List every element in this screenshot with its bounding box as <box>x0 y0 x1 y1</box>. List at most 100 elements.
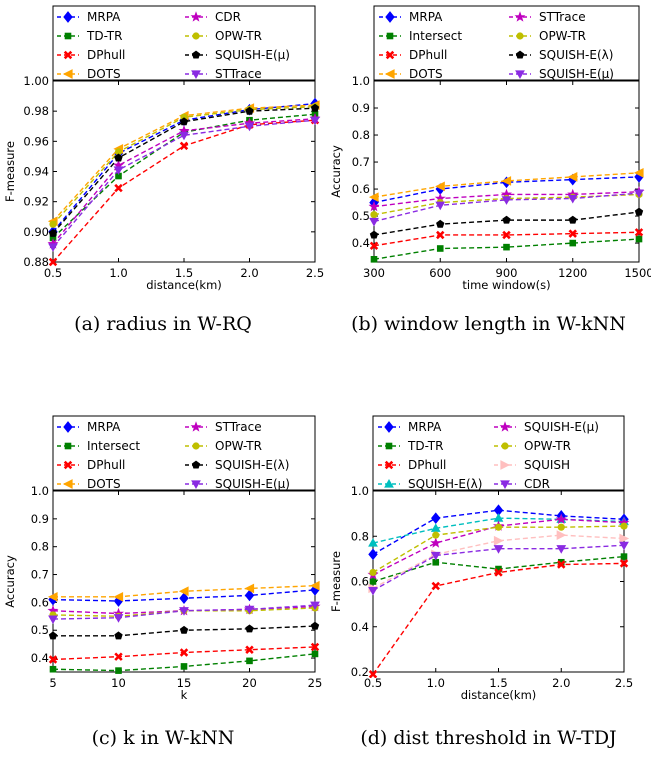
y-tick-label: 0.6 <box>352 182 370 196</box>
legend-label: SQUISH-E(μ) <box>539 67 614 81</box>
data-point-sttrace <box>113 166 124 176</box>
y-tick-label: 1.0 <box>351 484 369 498</box>
x-tick-label: 900 <box>496 266 518 280</box>
data-point-squish-e <box>113 614 124 623</box>
series-line-dphull <box>52 119 316 263</box>
legend-marker <box>514 11 526 22</box>
legend-marker <box>385 50 395 60</box>
y-tick-label: 0.4 <box>31 651 49 665</box>
legend-label: MRPA <box>87 420 121 434</box>
data-point-sttrace <box>179 131 189 141</box>
data-point-mrpa <box>244 589 255 602</box>
data-point-dots <box>113 591 124 602</box>
caption-c: (c) k in W-kNN <box>91 727 235 749</box>
data-point-squish-e <box>245 106 254 115</box>
legend-item-dphull: DPhull <box>378 458 446 472</box>
data-point-sttrace <box>244 122 255 132</box>
data-point-opw-tr <box>370 211 378 219</box>
x-axis-label: time window(s) <box>462 278 550 292</box>
data-point-dphull <box>114 183 123 193</box>
data-point-squish-e <box>245 624 254 633</box>
data-point-dots <box>178 586 189 597</box>
x-tick-label: 2.5 <box>615 676 633 690</box>
series-line-dots <box>373 172 640 198</box>
data-point-squish-e <box>179 625 189 634</box>
x-axis-label: k <box>181 688 188 702</box>
legend-marker <box>63 11 73 23</box>
y-tick-label: 0.96 <box>23 134 49 148</box>
data-point-mrpa <box>431 512 441 524</box>
y-tick-label: 0.90 <box>23 225 49 239</box>
legend-label: STTrace <box>539 10 586 24</box>
chart-b: MRPA Intersect DPhull DOTS STTrace OPW-TR SQUI… <box>329 5 651 292</box>
y-axis-label: Accuracy <box>329 145 343 198</box>
data-point-intersect <box>49 665 57 673</box>
y-tick-label: 0.7 <box>352 155 370 169</box>
legend-item-mrpa: MRPA <box>379 10 443 24</box>
legend: MRPA TD-TR DPhull SQUISH-E(λ) SQUISH-E(μ) OPW… <box>372 415 625 491</box>
data-point-dphull <box>568 229 577 238</box>
data-point-squish-e <box>310 601 320 611</box>
data-point-squish-e <box>48 631 58 640</box>
x-tick-label: 2.0 <box>240 266 258 280</box>
x-tick-label: 1.0 <box>427 676 445 690</box>
legend-label: OPW-TR <box>215 439 262 453</box>
chart-d: MRPA TD-TR DPhull SQUISH-E(λ) SQUISH-E(μ) OPW… <box>329 415 633 702</box>
legend-label: SQUISH-E(λ) <box>408 477 482 491</box>
legend-marker <box>384 421 394 433</box>
data-point-dots <box>567 172 578 182</box>
legend-marker <box>386 32 394 40</box>
legend-label: DPhull <box>408 458 446 472</box>
data-point-squish-e <box>244 605 255 615</box>
y-tick-label: 0.6 <box>31 595 49 609</box>
legend-box <box>373 5 640 81</box>
data-point-dots <box>501 176 512 186</box>
data-point-squish-e <box>435 201 446 211</box>
y-tick-label: 0.8 <box>352 128 370 142</box>
legend-item-intersect: Intersect <box>57 439 140 453</box>
legend-item-squish-e: SQUISH-E(μ) <box>509 67 614 81</box>
series-line-intersect <box>373 238 640 260</box>
legend-marker <box>384 69 395 79</box>
data-point-squish-e <box>179 607 189 616</box>
legend-marker <box>385 442 393 450</box>
legend-label: DPhull <box>409 48 447 62</box>
legend-marker <box>63 460 73 470</box>
data-point-dphull <box>114 652 123 661</box>
data-point-td-tr <box>115 172 122 180</box>
legend-marker <box>63 50 73 60</box>
data-point-squish-e <box>114 153 123 162</box>
legend-item-cdr: CDR <box>185 10 241 24</box>
legend-item-dphull: DPhull <box>57 458 125 472</box>
data-point-dphull <box>436 230 445 240</box>
data-point-dphull <box>634 228 644 237</box>
legend-label: MRPA <box>408 420 442 434</box>
series-line-squish-e <box>373 211 640 236</box>
y-tick-label: 0.2 <box>351 665 369 679</box>
y-tick-label: 1.0 <box>31 484 49 498</box>
data-point-opw-tr <box>114 148 123 156</box>
legend-marker <box>64 32 72 40</box>
legend-item-squish-e: SQUISH-E(λ) <box>378 477 482 491</box>
legend-label: OPW-TR <box>524 439 571 453</box>
legend-label: STTrace <box>215 420 262 434</box>
data-point-squish-e <box>436 219 445 228</box>
legend-marker <box>62 479 73 489</box>
legend-label: TD-TR <box>86 29 122 43</box>
data-point-squish-e <box>310 103 320 112</box>
x-tick-label: 0.5 <box>364 676 382 690</box>
caption-b: (b) window length in W-kNN <box>351 313 626 335</box>
legend-item-squish-e: SQUISH-E(λ) <box>185 458 289 472</box>
data-point-squish-e <box>310 621 320 630</box>
x-tick-label: 25 <box>308 676 323 690</box>
y-tick-label: 0.92 <box>23 195 49 209</box>
legend-label: SQUISH-E(λ) <box>539 48 613 62</box>
data-point-opw-tr <box>620 522 628 530</box>
y-tick-label: 0.5 <box>31 623 49 637</box>
series-group <box>47 580 321 674</box>
y-tick-label: 1.0 <box>352 74 370 88</box>
series-group <box>368 168 645 263</box>
y-axis-label: F-measure <box>329 551 343 612</box>
x-axis-label: distance(km) <box>146 278 222 292</box>
x-tick-label: 1500 <box>624 266 651 280</box>
